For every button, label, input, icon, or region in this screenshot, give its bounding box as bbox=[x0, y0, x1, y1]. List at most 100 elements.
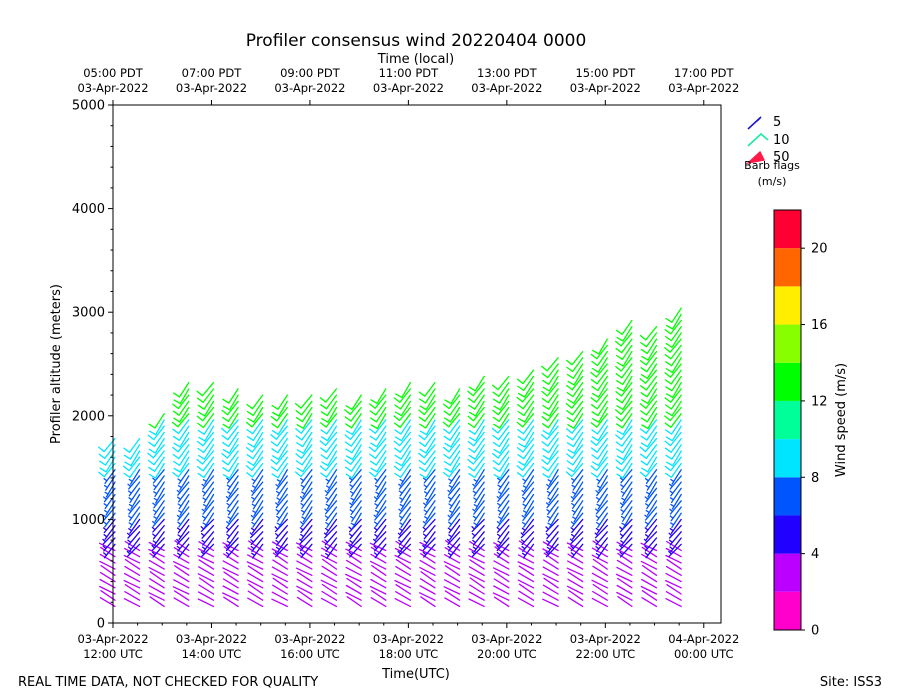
wind-barb bbox=[639, 419, 658, 434]
wind-barb bbox=[247, 590, 264, 601]
wind-barb bbox=[127, 537, 141, 553]
wind-barb bbox=[570, 469, 584, 484]
wind-barb bbox=[492, 431, 510, 448]
wind-barb bbox=[590, 344, 608, 360]
wind-barb bbox=[246, 419, 264, 435]
wind-barb bbox=[398, 531, 412, 546]
wind-barb bbox=[566, 363, 584, 379]
wind-barb bbox=[641, 553, 658, 564]
wind-barb bbox=[443, 450, 461, 466]
wind-barb bbox=[640, 444, 658, 460]
wind-barb bbox=[196, 388, 215, 404]
wind-barb bbox=[666, 584, 682, 595]
wind-barb bbox=[373, 506, 387, 521]
top-axis-label: Time (local) bbox=[377, 52, 454, 67]
wind-barb bbox=[198, 566, 215, 576]
wind-barb bbox=[468, 566, 485, 576]
wind-barb bbox=[124, 558, 141, 570]
wind-barb bbox=[148, 456, 165, 472]
wind-barb bbox=[147, 444, 165, 459]
wind-barb bbox=[541, 357, 559, 372]
wind-barb bbox=[541, 413, 559, 429]
wind-barb bbox=[516, 413, 535, 428]
wind-barb bbox=[640, 400, 658, 416]
colorbar-segment bbox=[774, 553, 801, 592]
wind-barb bbox=[270, 425, 288, 440]
legend-title: Barb flags bbox=[744, 159, 800, 172]
wind-barb bbox=[665, 598, 682, 608]
wind-barb bbox=[271, 566, 288, 576]
wind-barb bbox=[497, 481, 510, 498]
wind-barb bbox=[198, 584, 215, 595]
wind-barb bbox=[245, 456, 264, 471]
wind-barb bbox=[370, 388, 387, 405]
wind-barb bbox=[320, 400, 338, 417]
wind-barb bbox=[665, 332, 682, 348]
wind-barb bbox=[419, 419, 436, 436]
wind-barb bbox=[370, 571, 387, 583]
wind-barb bbox=[596, 493, 608, 510]
wind-barb bbox=[369, 560, 387, 570]
wind-barb bbox=[670, 512, 682, 529]
wind-barb bbox=[616, 437, 633, 454]
wind-barb bbox=[398, 500, 412, 515]
wind-barb bbox=[645, 475, 658, 491]
wind-barb bbox=[393, 388, 412, 403]
wind-barb bbox=[521, 506, 535, 522]
wind-barb bbox=[468, 425, 485, 442]
wind-barb bbox=[422, 537, 436, 551]
wind-barb bbox=[644, 469, 658, 485]
wind-barb bbox=[422, 543, 436, 558]
wind-barb bbox=[541, 450, 559, 465]
wind-barb bbox=[271, 437, 288, 454]
wind-barb bbox=[591, 554, 608, 564]
wind-barb bbox=[246, 400, 264, 417]
wind-barb bbox=[275, 524, 288, 540]
wind-barb bbox=[664, 319, 682, 335]
wind-barb bbox=[344, 431, 362, 447]
wind-barb bbox=[448, 512, 461, 528]
wind-barb bbox=[620, 531, 633, 547]
wind-barb bbox=[444, 597, 461, 608]
top-tick-date: 03-Apr-2022 bbox=[471, 81, 542, 95]
wind-barb bbox=[247, 450, 264, 467]
wind-barb bbox=[250, 481, 264, 496]
wind-barb bbox=[274, 518, 288, 533]
wind-barb bbox=[345, 456, 362, 472]
wind-barb bbox=[493, 560, 510, 570]
wind-barb bbox=[447, 487, 461, 503]
wind-barb bbox=[196, 456, 215, 472]
wind-barb bbox=[448, 469, 461, 485]
wind-barb bbox=[565, 394, 584, 409]
wind-barb bbox=[201, 506, 215, 522]
wind-barb bbox=[496, 537, 510, 552]
wind-barb bbox=[174, 565, 190, 576]
wind-barb bbox=[664, 437, 682, 453]
wind-barb bbox=[644, 543, 658, 559]
wind-barb bbox=[419, 462, 436, 479]
wind-barb bbox=[542, 591, 559, 601]
wind-barb bbox=[295, 444, 313, 459]
wind-barb bbox=[615, 413, 633, 429]
wind-barb bbox=[275, 531, 288, 546]
wind-barb bbox=[99, 560, 116, 570]
wind-barb bbox=[398, 475, 412, 490]
wind-barb bbox=[297, 589, 313, 601]
wind-barb bbox=[615, 338, 633, 354]
wind-barb bbox=[497, 493, 510, 509]
wind-barb bbox=[176, 531, 190, 545]
wind-barb bbox=[225, 537, 239, 552]
top-tick-date: 03-Apr-2022 bbox=[668, 81, 739, 95]
wind-barb bbox=[173, 450, 190, 466]
wind-barb bbox=[296, 596, 313, 608]
wind-barb bbox=[471, 543, 485, 558]
wind-barb bbox=[325, 475, 338, 492]
chart-title: Profiler consensus wind 20220404 0000 bbox=[246, 31, 587, 51]
wind-barb bbox=[319, 431, 338, 447]
wind-barb bbox=[541, 425, 559, 440]
wind-barb bbox=[447, 543, 461, 559]
x-tick-time: 12:00 UTC bbox=[83, 647, 143, 661]
wind-barb bbox=[493, 578, 510, 589]
wind-barb bbox=[566, 381, 584, 398]
wind-barb bbox=[197, 555, 215, 564]
